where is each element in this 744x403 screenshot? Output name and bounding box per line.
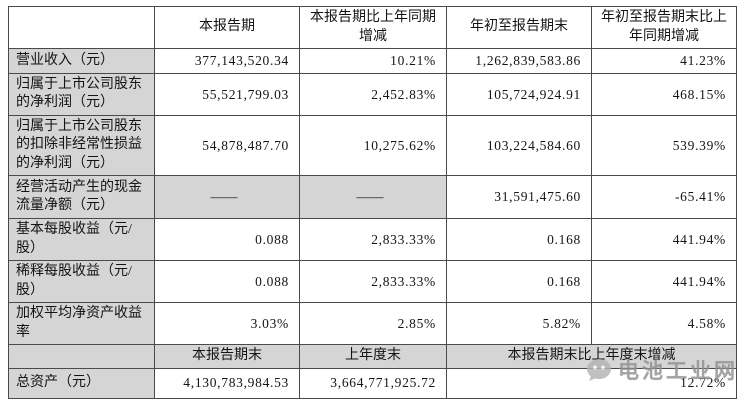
cell-value: 4.58% xyxy=(591,302,737,346)
header-empty-cell xyxy=(8,344,155,369)
cell-value: -65.41% xyxy=(591,175,737,220)
row-label: 经营活动产生的现金流量净额（元） xyxy=(8,175,155,220)
cell-value: 2,452.83% xyxy=(299,73,447,116)
row-label: 归属于上市公司股东的净利润（元） xyxy=(8,73,155,116)
header-end-of-prior-year: 上年度末 xyxy=(299,344,447,369)
cell-value: 441.94% xyxy=(591,260,737,304)
cell-value: 103,224,584.60 xyxy=(446,114,592,177)
cell-value: 2,833.33% xyxy=(299,260,447,304)
cell-value: 5.82% xyxy=(446,302,592,346)
table-row-weighted-avg-roe: 加权平均净资产收益率 3.03% 2.85% 5.82% 4.58% xyxy=(8,302,737,346)
cell-value: 10.21% xyxy=(299,48,447,74)
cell-value: 0.168 xyxy=(446,260,592,304)
cell-value: 539.39% xyxy=(591,114,737,177)
cell-value: 2,833.33% xyxy=(299,218,447,262)
header-empty-cell xyxy=(8,6,155,49)
table-row-deducted-net-profit: 归属于上市公司股东的扣除非经常性损益的净利润（元） 54,878,487.70 … xyxy=(8,114,737,177)
table-row-net-profit: 归属于上市公司股东的净利润（元） 55,521,799.03 2,452.83%… xyxy=(8,73,737,116)
cell-value: 1,262,839,583.86 xyxy=(446,48,592,74)
header-end-of-period: 本报告期末 xyxy=(154,344,300,369)
row-label: 总资产（元） xyxy=(8,367,155,399)
cell-value: 3.03% xyxy=(154,302,300,346)
cell-value: 0.088 xyxy=(154,218,300,262)
table-row-diluted-eps: 稀释每股收益（元/股） 0.088 2,833.33% 0.168 441.94… xyxy=(8,260,737,304)
row-label: 归属于上市公司股东的扣除非经常性损益的净利润（元） xyxy=(8,114,155,177)
cell-value: 3,664,771,925.72 xyxy=(299,367,447,399)
row-label: 基本每股收益（元/股） xyxy=(8,218,155,262)
cell-value: 55,521,799.03 xyxy=(154,73,300,116)
cell-value: 31,591,475.60 xyxy=(446,175,592,220)
cell-value-dash: —— xyxy=(299,175,447,220)
header-current-period: 本报告期 xyxy=(154,6,300,49)
cell-value: 41.23% xyxy=(591,48,737,74)
row-label: 稀释每股收益（元/股） xyxy=(8,260,155,304)
table-row-basic-eps: 基本每股收益（元/股） 0.088 2,833.33% 0.168 441.94… xyxy=(8,218,737,262)
table-header-row-period: 本报告期 本报告期比上年同期增减 年初至报告期末 年初至报告期末比上年同期增减 xyxy=(8,6,737,49)
financial-summary-table: 本报告期 本报告期比上年同期增减 年初至报告期末 年初至报告期末比上年同期增减 … xyxy=(8,6,737,399)
cell-value: 2.85% xyxy=(299,302,447,346)
table-row-operating-cash-flow: 经营活动产生的现金流量净额（元） —— —— 31,591,475.60 -65… xyxy=(8,175,737,220)
cell-value: 0.168 xyxy=(446,218,592,262)
table-row-total-assets: 总资产（元） 4,130,783,984.53 3,664,771,925.72… xyxy=(8,367,737,399)
cell-value: 12.72% xyxy=(446,367,737,399)
table-header-row-period-end: 本报告期末 上年度末 本报告期末比上年度末增减 xyxy=(8,344,737,369)
cell-value: 4,130,783,984.53 xyxy=(154,367,300,399)
cell-value: 10,275.62% xyxy=(299,114,447,177)
cell-value: 377,143,520.34 xyxy=(154,48,300,74)
cell-value-dash: —— xyxy=(154,175,300,220)
cell-value: 441.94% xyxy=(591,218,737,262)
cell-value: 468.15% xyxy=(591,73,737,116)
header-year-to-date-yoy-change: 年初至报告期末比上年同期增减 xyxy=(591,6,737,49)
cell-value: 54,878,487.70 xyxy=(154,114,300,177)
row-label: 加权平均净资产收益率 xyxy=(8,302,155,346)
table-row-revenue: 营业收入（元） 377,143,520.34 10.21% 1,262,839,… xyxy=(8,48,737,74)
cell-value: 0.088 xyxy=(154,260,300,304)
cell-value: 105,724,924.91 xyxy=(446,73,592,116)
header-period-end-change: 本报告期末比上年度末增减 xyxy=(446,344,737,369)
row-label: 营业收入（元） xyxy=(8,48,155,74)
header-current-period-yoy-change: 本报告期比上年同期增减 xyxy=(299,6,447,49)
header-year-to-date: 年初至报告期末 xyxy=(446,6,592,49)
